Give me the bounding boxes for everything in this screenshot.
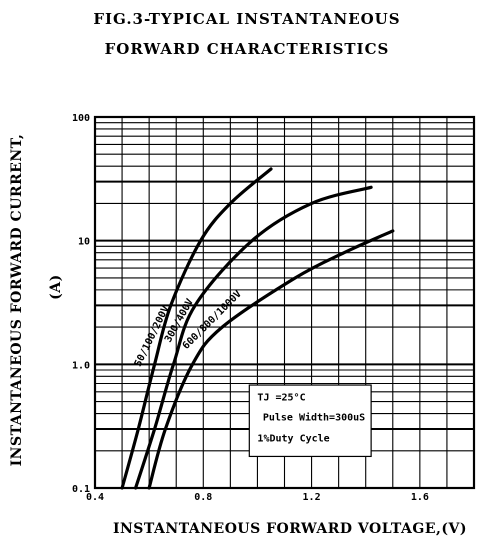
x-tick-label: 0.8: [194, 492, 212, 503]
conditions-line-pulse: Pulse Width=300uS: [263, 411, 365, 423]
x-tick-labels: 0.4 0.8 1.2 1.6: [86, 492, 429, 503]
x-axis-label: INSTANTANEOUS FORWARD VOLTAGE,(V): [113, 521, 467, 537]
conditions-line-tj: TJ =25°C: [257, 392, 305, 403]
conditions-annotation: TJ =25°C Pulse Width=300uS 1%Duty Cycle: [248, 384, 372, 458]
y-axis-label-line2: (A): [48, 274, 64, 300]
series-label-3: 600/800/1000V: [181, 289, 244, 352]
y-tick-labels: 0.1 1.0 10 100: [72, 113, 90, 495]
x-tick-label: 1.6: [411, 492, 429, 503]
conditions-line-duty: 1%Duty Cycle: [257, 434, 329, 445]
series-curve-3: [147, 229, 395, 490]
y-tick-label: 1.0: [72, 360, 90, 371]
plot-border: [93, 115, 476, 490]
chart-title-line2: FORWARD CHARACTERISTICS: [104, 40, 390, 58]
series-curve-2: [134, 185, 373, 490]
y-tick-label: 0.1: [72, 484, 90, 495]
chart-title-line1: FIG.3-TYPICAL INSTANTANEOUS: [93, 10, 401, 28]
conditions-box: [248, 384, 372, 458]
y-tick-label: 100: [72, 113, 90, 124]
plot-frame: [93, 115, 476, 490]
y-axis-label-line1: INSTANTANEOUS FORWARD CURRENT,: [9, 134, 25, 467]
series-curve-1: [120, 167, 273, 490]
x-tick-label: 1.2: [303, 492, 321, 503]
y-tick-label: 10: [78, 237, 90, 248]
x-tick-label: 0.4: [86, 492, 104, 503]
